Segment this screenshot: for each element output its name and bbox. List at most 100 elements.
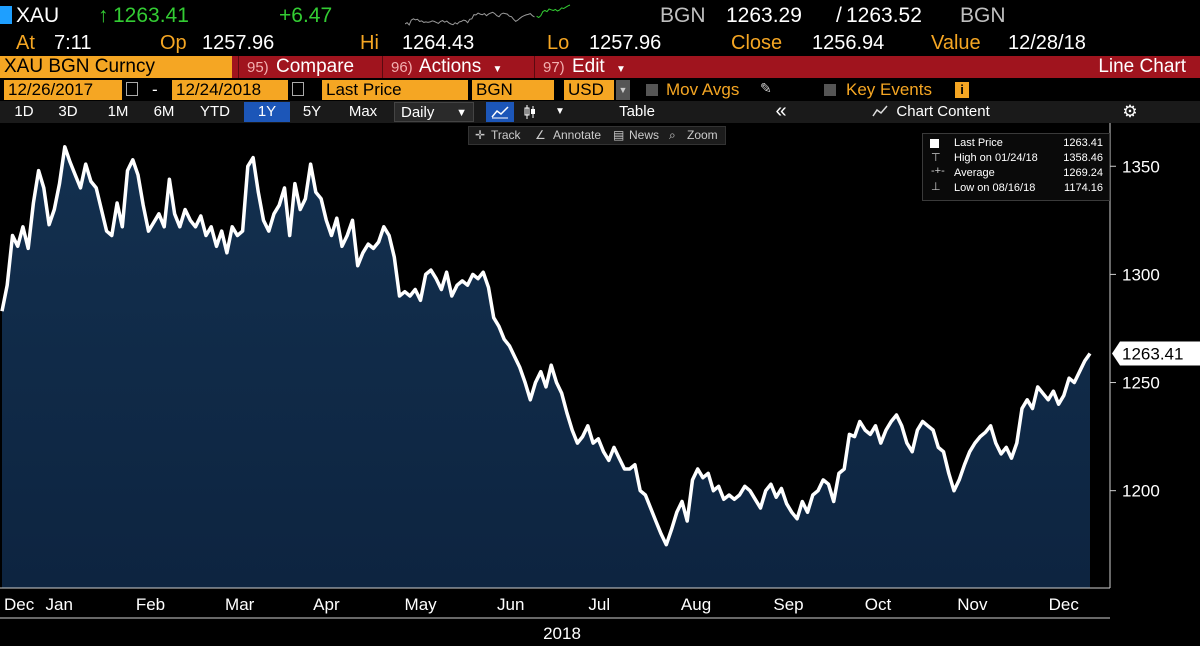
legend-low-value: 1174.16 (1064, 182, 1103, 194)
sparkline-icon (405, 4, 571, 26)
legend-average-label: Average (954, 167, 995, 179)
candlestick-icon[interactable] (516, 102, 544, 122)
end-date-field[interactable]: 12/24/2018 (172, 80, 288, 100)
open-label: Op (160, 32, 187, 54)
last-value-flag (1112, 341, 1200, 366)
compare-number: 95) (247, 59, 269, 76)
annotate-button[interactable]: Annotate (553, 128, 602, 142)
x-tick-label: Jan (46, 595, 73, 614)
mov-avgs-label: Mov Avgs (666, 80, 740, 99)
x-tick-label: Feb (136, 595, 165, 614)
period-max[interactable]: Max (348, 103, 378, 120)
at-time: 7:11 (54, 32, 92, 54)
chevron-down-icon[interactable]: ▼ (616, 80, 630, 100)
price-line (0, 145, 1092, 547)
x-tick-label: Dec (4, 595, 35, 614)
quote-source-2: BGN (960, 4, 1006, 27)
quote-source: BGN (660, 4, 706, 27)
chart-content-button[interactable]: Chart Content (856, 102, 1006, 122)
period-5y[interactable]: 5Y (302, 103, 322, 120)
low-value: 1257.96 (589, 32, 662, 54)
news-icon[interactable]: ▤ (613, 128, 625, 142)
command-bar: XAU BGN Curncy 95) Compare 96) Actions ▼… (0, 56, 1200, 78)
period-ytd[interactable]: YTD (200, 103, 230, 120)
x-tick-label: May (405, 595, 438, 614)
actions-number: 96) (391, 59, 413, 76)
close-value: 1256.94 (812, 32, 885, 54)
calendar-icon[interactable] (292, 82, 304, 96)
up-arrow-icon: ↑ (98, 4, 109, 27)
calendar-icon[interactable] (126, 82, 138, 96)
x-tick-label: Sep (773, 595, 803, 614)
collapse-icon[interactable]: « (775, 100, 787, 122)
security-color-marker (0, 6, 12, 24)
line-chart-icon[interactable] (486, 102, 514, 122)
chevron-down-icon: ▼ (616, 64, 626, 75)
period-1d[interactable]: 1D (14, 103, 34, 120)
price-chart[interactable]: 1200 1250 1300 1350 1263.41 Dec Jan Feb Mar Apr Ma… (0, 123, 1200, 646)
x-tick-label: Jun (497, 595, 524, 614)
x-tick-label: Mar (225, 595, 255, 614)
edit-button[interactable]: 97) Edit ▼ (534, 56, 642, 78)
legend-color-swatch (930, 139, 939, 148)
currency-field[interactable]: USD (564, 80, 614, 100)
track-button[interactable]: Track (491, 128, 521, 142)
chevron-down-icon: ▼ (456, 107, 467, 119)
settings-gear-icon[interactable]: ⚙ (1122, 102, 1138, 121)
zoom-button[interactable]: Zoom (687, 128, 718, 142)
field-selector[interactable]: Last Price (322, 80, 468, 100)
frequency-dropdown[interactable]: Daily ▼ (394, 102, 474, 122)
close-label: Close (731, 32, 783, 54)
legend-high-label: High on 01/24/18 (954, 152, 1038, 164)
edit-number: 97) (543, 59, 565, 76)
low-marker-icon: ⊥ (931, 181, 941, 193)
security-field[interactable]: XAU BGN Curncy (0, 56, 232, 78)
value-date: 12/28/18 (1008, 32, 1086, 54)
legend-last-price-value: 1263.41 (1063, 137, 1103, 149)
legend-low-label: Low on 08/16/18 (954, 182, 1036, 194)
mov-avgs-checkbox[interactable] (646, 84, 658, 96)
chart-area[interactable]: 1200 1250 1300 1350 1263.41 Dec Jan Feb Mar Apr Ma… (0, 123, 1200, 646)
period-1m[interactable]: 1M (107, 103, 129, 120)
legend-last-price-label: Last Price (954, 137, 1003, 149)
compare-label: Compare (275, 56, 355, 77)
bid-ask-separator: / (836, 4, 842, 27)
x-tick-label: Jul (588, 595, 610, 614)
value-label: Value (931, 32, 981, 54)
pricing-source-field[interactable]: BGN (472, 80, 554, 100)
period-3d[interactable]: 3D (58, 103, 78, 120)
info-icon[interactable]: i (955, 82, 969, 98)
edit-label: Edit (571, 56, 605, 77)
chart-toolbar: 1D 3D 1M 6M YTD 1Y 5Y Max Daily ▼ ▼ Tabl… (0, 101, 1200, 123)
chevron-down-icon: ▼ (492, 64, 503, 75)
chevron-down-icon[interactable]: ▼ (555, 106, 565, 117)
key-events-checkbox[interactable] (824, 84, 836, 96)
pencil-icon[interactable]: ✎ (760, 80, 772, 96)
y-tick-label: 1300 (1122, 265, 1160, 284)
y-tick-label: 1200 (1122, 482, 1160, 501)
annotate-icon[interactable]: ∠ (535, 128, 546, 142)
key-events-label: Key Events (846, 80, 932, 99)
open-value: 1257.96 (202, 32, 275, 54)
frequency-label: Daily (401, 104, 435, 121)
chart-tools-bar: ✛ Track ∠ Annotate ▤ News ⌕ Zoom (468, 126, 726, 145)
bid-price: 1263.29 (726, 4, 802, 27)
period-6m[interactable]: 6M (153, 103, 175, 120)
table-button[interactable]: Table (619, 103, 655, 120)
actions-button[interactable]: 96) Actions ▼ (382, 56, 532, 78)
at-label: At (16, 32, 35, 54)
y-tick-label: 1350 (1122, 157, 1160, 176)
price-area-fill (2, 146, 1090, 589)
news-button[interactable]: News (629, 128, 660, 142)
actions-label: Actions (418, 56, 482, 77)
start-date-field[interactable]: 12/26/2017 (4, 80, 122, 100)
x-tick-label: Aug (681, 595, 711, 614)
compare-button[interactable]: 95) Compare (238, 56, 380, 78)
chart-type-title: Line Chart (1098, 56, 1186, 77)
x-tick-label: Oct (865, 595, 892, 614)
parameters-row: 12/26/2017 - 12/24/2018 Last Price BGN U… (0, 79, 1200, 101)
x-tick-label: Apr (313, 595, 340, 614)
zoom-icon[interactable]: ⌕ (669, 128, 676, 142)
period-1y[interactable]: 1Y (244, 102, 290, 122)
track-icon[interactable]: ✛ (475, 128, 486, 142)
